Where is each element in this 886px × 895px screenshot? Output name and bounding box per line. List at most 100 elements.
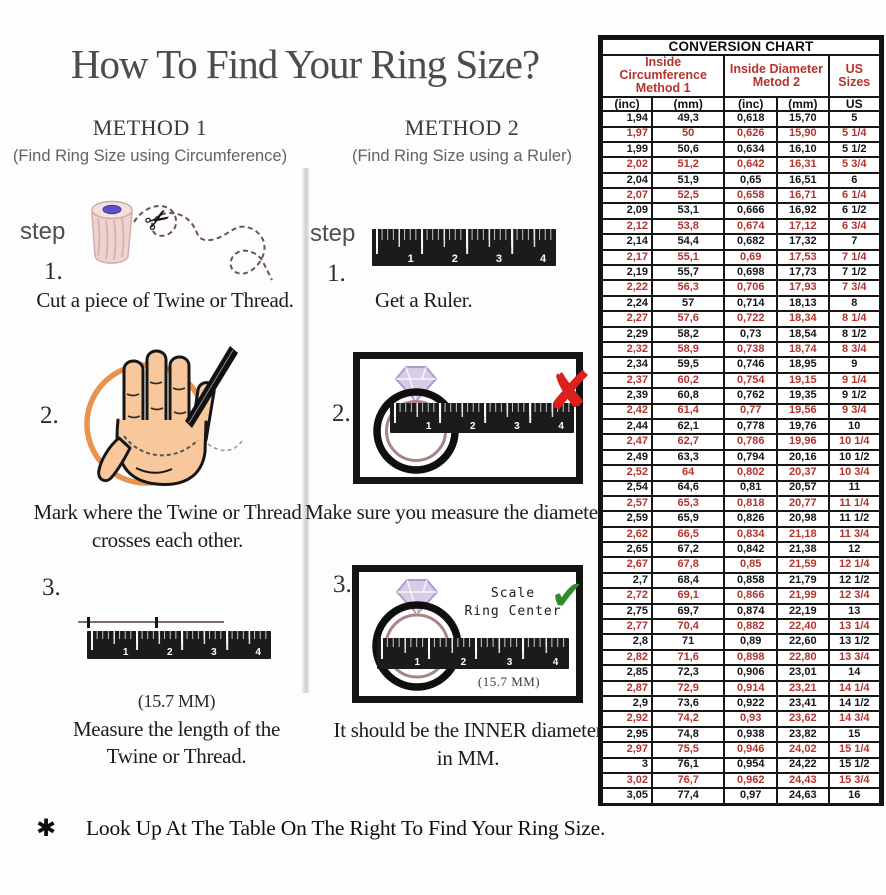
table-cell: 17,93 — [776, 279, 830, 297]
table-cell: 1,99 — [600, 140, 654, 159]
table-cell: 17,12 — [776, 217, 830, 236]
table-cell: 62,7 — [651, 433, 726, 451]
scale-label-line2: Ring Center — [464, 603, 562, 619]
table-cell: 0,69 — [723, 248, 779, 267]
ruler-number: 1 — [122, 647, 129, 658]
table-cell: 18,95 — [776, 356, 830, 374]
table-cell: 7 — [827, 233, 882, 251]
table-cell: 14 1/4 — [827, 679, 882, 698]
table-cell: 73,6 — [651, 694, 726, 713]
table-cell: 16 — [827, 787, 882, 805]
method1-step-label: step — [20, 218, 66, 245]
table-cell: 11 — [827, 479, 882, 497]
table-cell: 71,6 — [651, 648, 726, 667]
table-cell: 2,95 — [600, 725, 654, 744]
table-cell: 22,60 — [776, 633, 830, 651]
frame2-ruler: 1 2 3 4 — [377, 638, 569, 669]
sub-header: (mm) — [776, 95, 830, 113]
table-cell: 57 — [651, 294, 726, 313]
spool-hole — [102, 204, 122, 215]
table-cell: 50 — [651, 125, 726, 143]
table-cell: 0,81 — [723, 479, 779, 497]
table-row: 2,52 64 0,802 20,37 10 3/4 — [600, 464, 882, 482]
table-cell: 0,698 — [723, 264, 779, 282]
table-row: 2,59 65,9 0,826 20,98 11 1/2 — [600, 510, 882, 528]
table-cell: 17,32 — [776, 233, 830, 251]
table-cell: 20,16 — [776, 448, 830, 467]
twine-spool-illustration — [91, 200, 273, 281]
table-cell: 0,77 — [723, 402, 779, 420]
table-cell: 0,898 — [723, 648, 779, 667]
table-cell: 22,40 — [776, 618, 830, 636]
table-cell: 19,35 — [776, 387, 830, 405]
table-cell: 16,92 — [776, 202, 830, 220]
table-cell: 5 3/4 — [827, 156, 882, 174]
table-cell: 0,666 — [723, 202, 779, 220]
table-cell: 2,34 — [600, 356, 654, 374]
table-cell: 24,63 — [776, 787, 830, 805]
method2-step1-caption: Get a Ruler. — [375, 288, 473, 312]
table-cell: 15,70 — [776, 110, 830, 128]
table-cell: 51,9 — [651, 171, 726, 190]
thread-mark — [155, 617, 158, 628]
thumb — [97, 436, 132, 483]
table-cell: 15 3/4 — [827, 771, 882, 790]
ruler-number: 3 — [211, 647, 217, 658]
table-cell: 3,02 — [600, 771, 654, 790]
table-cell: 0,882 — [723, 618, 779, 636]
table-cell: 57,6 — [651, 310, 726, 328]
table-cell: 0,874 — [723, 602, 779, 621]
wrong-measure-frame: 1 2 3 4 ✘ — [353, 352, 592, 484]
table-cell: 59,5 — [651, 356, 726, 374]
sub-header: US — [827, 95, 882, 113]
table-row: 2,27 57,6 0,722 18,34 8 1/4 — [600, 310, 882, 328]
table-row: 2,32 58,9 0,738 18,74 8 3/4 — [600, 340, 882, 359]
table-cell: 7 1/2 — [827, 264, 882, 282]
table-cell: 9 3/4 — [827, 402, 882, 420]
table-cell: 2,52 — [600, 464, 654, 482]
table-cell: 16,10 — [776, 140, 830, 159]
table-row: 1,99 50,6 0,634 16,10 5 1/2 — [600, 140, 882, 159]
table-cell: 0,802 — [723, 464, 779, 482]
frame1-ruler: 1 2 3 4 — [390, 403, 574, 433]
table-cell: 2,57 — [600, 494, 654, 513]
ruler-number: 3 — [495, 253, 503, 265]
table-row: 2,57 65,3 0,818 20,77 11 1/4 — [600, 494, 882, 513]
table-row: 2,49 63,3 0,794 20,16 10 1/2 — [600, 448, 882, 467]
table-cell: 60,2 — [651, 371, 726, 390]
table-cell: 0,738 — [723, 340, 779, 359]
conversion-rows: 1,94 49,3 0,618 15,70 5 1,97 50 0,626 15,90 5 1/4… — [600, 110, 882, 805]
table-cell: 0,706 — [723, 279, 779, 297]
pen-highlight — [188, 349, 234, 424]
table-cell: 21,59 — [776, 556, 830, 574]
table-cell: 12 — [827, 541, 882, 559]
table-cell: 2,82 — [600, 648, 654, 667]
table-cell: 10 1/2 — [827, 448, 882, 467]
table-cell: 2,97 — [600, 741, 654, 759]
table-cell: 2,59 — [600, 510, 654, 528]
table-cell: 0,642 — [723, 156, 779, 174]
table-cell: 2,27 — [600, 310, 654, 328]
table-cell: 9 — [827, 356, 882, 374]
table-row: 2,04 51,9 0,65 16,51 6 — [600, 171, 882, 190]
table-cell: 68,4 — [651, 571, 726, 590]
table-cell: 13 — [827, 602, 882, 621]
ruler-number: 2 — [470, 421, 476, 432]
ruler-number: 3 — [514, 421, 520, 432]
table-cell: 0,922 — [723, 694, 779, 713]
table-cell: 0,626 — [723, 125, 779, 143]
col-group-circumference: Inside Circumference Method 1 — [600, 54, 726, 98]
method1-subtitle: (Find Ring Size using Circumference) — [12, 147, 288, 165]
table-cell: 8 1/2 — [827, 325, 882, 344]
table-cell: 0,842 — [723, 541, 779, 559]
table-cell: 24,43 — [776, 771, 830, 790]
table-cell: 12 1/4 — [827, 556, 882, 574]
table-cell: 52,5 — [651, 187, 726, 205]
table-row: 2,72 69,1 0,866 21,99 12 3/4 — [600, 587, 882, 605]
table-cell: 5 1/4 — [827, 125, 882, 143]
table-row: 2,67 67,8 0,85 21,59 12 1/4 — [600, 556, 882, 574]
table-cell: 22,19 — [776, 602, 830, 621]
table-cell: 23,21 — [776, 679, 830, 698]
diamond-icon — [395, 366, 437, 402]
table-cell: 74,8 — [651, 725, 726, 744]
